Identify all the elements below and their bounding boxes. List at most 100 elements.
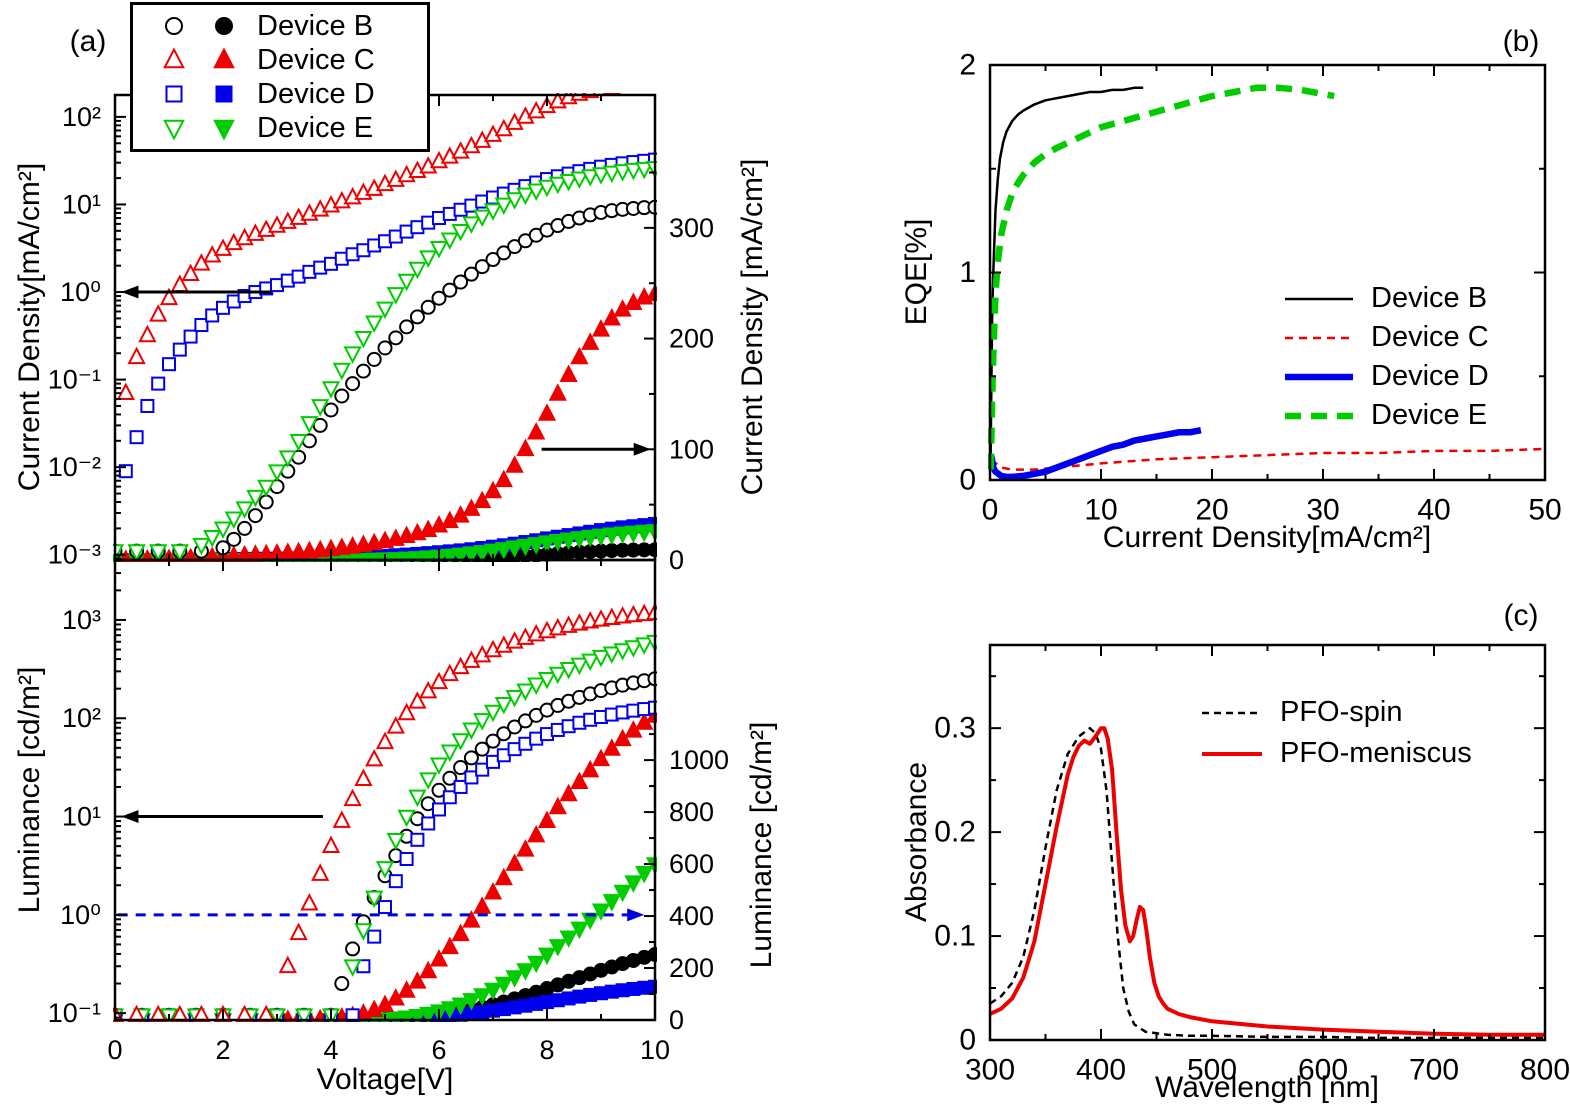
legend-row-device-c: Device C <box>157 44 427 77</box>
legend-row-device-e: Device E <box>1283 399 1489 432</box>
absorbance-wavelength-chart: 300 400 500 600 700 800 0 0.1 0.2 0.3 <box>934 643 1570 1087</box>
eqe-current-density-chart: 0 10 20 30 40 50 0 1 2 <box>959 49 1561 527</box>
svg-text:1000: 1000 <box>669 745 729 775</box>
legend-label: Device B <box>257 9 374 42</box>
square-filled-icon <box>215 85 233 103</box>
line-sample-icon <box>1202 751 1262 756</box>
svg-text:10³: 10³ <box>62 605 101 635</box>
svg-text:300: 300 <box>669 213 714 243</box>
legend-label: Device B <box>1371 282 1488 314</box>
svg-text:400: 400 <box>1076 1054 1126 1087</box>
triangle-down-open-icon <box>163 119 185 141</box>
legend-label: Device C <box>257 43 375 76</box>
svg-text:800: 800 <box>669 797 714 827</box>
svg-text:6: 6 <box>431 1035 446 1065</box>
svg-text:2: 2 <box>959 49 976 82</box>
svg-text:10⁻¹: 10⁻¹ <box>48 365 101 395</box>
line-sample-icon <box>1285 297 1353 300</box>
device-line-legend: Device B Device C Device D Device E <box>1283 282 1489 432</box>
eqe-axis-title: EQE[%] <box>900 218 933 326</box>
svg-text:200: 200 <box>669 324 714 354</box>
svg-text:0: 0 <box>107 1035 122 1065</box>
circle-filled-icon <box>215 17 233 35</box>
a-bottom-right-axis-title: Luminance [cd/m²] <box>745 721 778 969</box>
eqe-current-density-plot: 0 10 20 30 40 50 0 1 2 <box>959 49 1561 527</box>
square-open-icon <box>165 85 183 103</box>
legend-row-device-d: Device D <box>1283 360 1489 393</box>
absorbance-wavelength-plot: 300 400 500 600 700 800 0 0.1 0.2 0.3 <box>934 643 1570 1087</box>
current-density-voltage-plot: 10² 10¹ 10⁰ 10⁻¹ 10⁻² 10⁻³ 0 100 200 300 <box>48 93 714 575</box>
svg-text:0: 0 <box>669 1005 684 1035</box>
svg-text:0.2: 0.2 <box>934 816 976 849</box>
legend-row-pfo-spin: PFO-spin <box>1200 696 1472 729</box>
line-sample-icon <box>1202 711 1262 714</box>
legend-row-device-e: Device E <box>157 112 427 145</box>
line-sample-icon <box>1285 412 1353 419</box>
wavelength-axis-title: Wavelength [nm] <box>1155 1071 1379 1104</box>
a-bottom-left-axis-title: Luminance [cd/m²] <box>13 666 46 914</box>
legend-row-device-b: Device B <box>157 10 427 43</box>
legend-row-pfo-meniscus: PFO-meniscus <box>1200 737 1472 770</box>
a-top-right-axis-title: Current Density [mA/cm²] <box>736 158 769 496</box>
svg-text:10: 10 <box>640 1035 670 1065</box>
svg-text:10¹: 10¹ <box>62 802 101 832</box>
svg-text:8: 8 <box>539 1035 554 1065</box>
legend-label: Device E <box>257 111 374 144</box>
svg-text:0: 0 <box>982 494 999 527</box>
panel-c-label: (c) <box>1503 599 1539 632</box>
panel-a-label: (a) <box>69 25 107 58</box>
film-line-legend: PFO-spin PFO-meniscus <box>1200 696 1472 770</box>
svg-text:0.1: 0.1 <box>934 920 976 953</box>
svg-text:10⁻³: 10⁻³ <box>48 540 101 570</box>
svg-text:800: 800 <box>1520 1054 1570 1087</box>
svg-text:10⁰: 10⁰ <box>60 277 101 307</box>
absorbance-axis-title: Absorbance <box>900 761 933 923</box>
svg-text:0: 0 <box>959 1024 976 1057</box>
line-sample-icon <box>1285 373 1353 380</box>
svg-text:600: 600 <box>1298 1054 1348 1087</box>
current-density-voltage-chart: 10² 10¹ 10⁰ 10⁻¹ 10⁻² 10⁻³ 0 100 200 300 <box>48 93 714 575</box>
b-x-axis-title: Current Density[mA/cm²] <box>1102 521 1432 554</box>
legend-row-device-c: Device C <box>1283 321 1489 354</box>
line-sample-icon <box>1285 336 1353 339</box>
a-top-left-axis-title: Current Density[mA/cm²] <box>13 162 46 492</box>
svg-text:40: 40 <box>1417 494 1450 527</box>
svg-text:700: 700 <box>1409 1054 1459 1087</box>
svg-text:400: 400 <box>669 901 714 931</box>
svg-text:20: 20 <box>1195 494 1228 527</box>
svg-text:10⁻¹: 10⁻¹ <box>48 998 101 1028</box>
legend-label: Device E <box>1371 399 1488 431</box>
svg-text:10: 10 <box>1084 494 1117 527</box>
triangle-up-filled-icon <box>213 47 235 69</box>
svg-text:500: 500 <box>1187 1054 1237 1087</box>
svg-text:0: 0 <box>959 464 976 497</box>
legend-row-device-b: Device B <box>1283 282 1489 315</box>
legend-label: PFO-meniscus <box>1280 737 1472 769</box>
svg-text:10⁻²: 10⁻² <box>48 452 101 482</box>
svg-text:100: 100 <box>669 434 714 464</box>
svg-text:0: 0 <box>669 545 684 575</box>
triangle-down-filled-icon <box>213 119 235 141</box>
legend-label: Device D <box>257 77 375 110</box>
panel-b-label: (b) <box>1502 25 1540 58</box>
svg-text:10²: 10² <box>62 102 101 132</box>
luminance-voltage-chart: 0 2 4 6 8 10 10³ 10² 10¹ 10⁰ 10⁻¹ 0 200 400 600 800 1000 <box>48 558 729 1065</box>
svg-text:10¹: 10¹ <box>62 189 101 219</box>
svg-text:10⁰: 10⁰ <box>60 900 101 930</box>
device-marker-legend: Device B Device C Device D Device E <box>130 2 430 152</box>
svg-text:30: 30 <box>1306 494 1339 527</box>
svg-text:0.3: 0.3 <box>934 712 976 745</box>
legend-label: Device C <box>1371 321 1489 353</box>
legend-label: PFO-spin <box>1280 696 1403 728</box>
circle-open-icon <box>165 17 183 35</box>
svg-text:300: 300 <box>965 1054 1015 1087</box>
svg-text:200: 200 <box>669 953 714 983</box>
svg-text:600: 600 <box>669 849 714 879</box>
svg-text:2: 2 <box>215 1035 230 1065</box>
svg-text:4: 4 <box>323 1035 338 1065</box>
legend-label: Device D <box>1371 360 1489 392</box>
svg-text:1: 1 <box>959 256 976 289</box>
triangle-up-open-icon <box>163 47 185 69</box>
svg-text:50: 50 <box>1528 494 1561 527</box>
